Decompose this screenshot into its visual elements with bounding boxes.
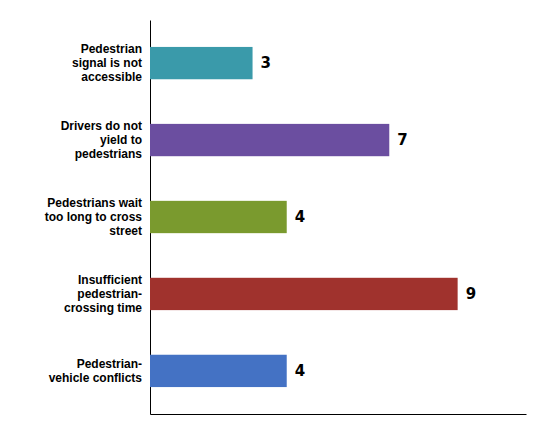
y-tick-label: Drivers do notyield topedestrians	[61, 119, 143, 161]
y-tick-label: Insufficientpedestrian-crossing time	[64, 273, 142, 315]
bar	[150, 124, 389, 156]
y-tick-label: Pedestriansignal is notaccessible	[72, 42, 142, 84]
bar	[150, 201, 287, 233]
data-label: 7	[397, 131, 407, 149]
y-tick: Pedestriansignal is notaccessible	[72, 42, 142, 84]
bar	[150, 278, 458, 310]
bars	[150, 47, 458, 387]
y-tick: Insufficientpedestrian-crossing time	[64, 273, 142, 315]
data-label: 9	[466, 285, 476, 303]
x-axis	[151, 414, 527, 415]
chart: Pedestriansignal is notaccessible Drivers…	[0, 0, 546, 438]
plot: Pedestriansignal is notaccessible Drivers…	[45, 21, 527, 415]
y-tick: Pedestrian-vehicle conflicts	[49, 357, 143, 385]
bar	[150, 355, 287, 387]
bar	[150, 47, 253, 79]
y-tick-label: Pedestrians waittoo long to crossstreet	[45, 196, 143, 238]
data-label: 4	[295, 362, 305, 380]
y-tick: Drivers do notyield topedestrians	[61, 119, 143, 161]
y-tick-label: Pedestrian-vehicle conflicts	[49, 357, 143, 385]
y-tick: Pedestrians waittoo long to crossstreet	[45, 196, 143, 238]
data-label: 4	[295, 208, 305, 226]
x-axis-line	[151, 414, 527, 415]
data-label: 3	[261, 54, 271, 72]
y-axis: Pedestriansignal is notaccessible Drivers…	[45, 21, 151, 415]
data-labels: 3 7 4 9 4	[261, 54, 477, 380]
